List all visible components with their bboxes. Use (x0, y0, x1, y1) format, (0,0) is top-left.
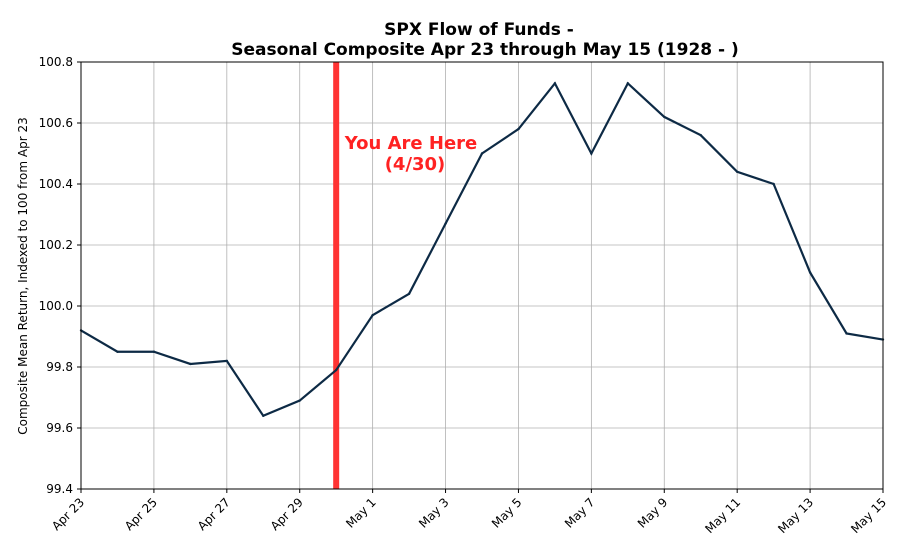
x-tick-label: May 3 (416, 495, 452, 531)
data-point (590, 152, 593, 155)
data-point (444, 222, 447, 225)
x-axis-ticks: Apr 23 Apr 25 Apr 27 Apr 29 May 1 May 3 May 5 M… (49, 489, 889, 536)
data-point (334, 368, 338, 372)
data-point (480, 152, 484, 155)
y-tick-label: 99.8 (46, 360, 73, 374)
y-tick-label: 99.6 (46, 421, 73, 435)
y-axis-ticks: 99.4 99.6 99.8 100.0 100.2 100.4 100.6 100.8 (39, 55, 81, 496)
data-point (699, 134, 702, 137)
x-tick-label: Apr 29 (268, 495, 306, 533)
annotation-line-2: (4/30) (385, 154, 446, 175)
y-tick-label: 99.4 (46, 482, 73, 496)
x-tick-label: May 11 (702, 495, 743, 536)
data-point (663, 115, 666, 119)
chart-title-line-2: Seasonal Composite Apr 23 through May 15… (231, 40, 739, 60)
data-point (152, 350, 156, 353)
data-point (225, 359, 229, 363)
data-point (298, 399, 301, 402)
data-point (262, 414, 265, 417)
data-point (517, 127, 520, 131)
data-point (808, 271, 812, 274)
y-tick-label: 100.6 (39, 116, 73, 130)
x-tick-label: May 5 (489, 495, 525, 531)
series-group (79, 81, 885, 418)
annotation-line-1: You Are Here (344, 133, 477, 154)
y-tick-label: 100.0 (39, 299, 73, 313)
x-tick-label: May 1 (343, 495, 379, 531)
y-tick-label: 100.2 (39, 238, 73, 252)
data-point (116, 350, 119, 353)
series-line (80, 81, 884, 418)
data-point (735, 170, 739, 173)
x-tick-label: Apr 23 (49, 495, 87, 533)
x-tick-label: May 7 (562, 495, 598, 531)
x-tick-label: May 13 (775, 495, 816, 536)
plot-frame (80, 61, 884, 490)
data-point (371, 313, 374, 317)
x-tick-label: Apr 27 (195, 495, 233, 533)
y-tick-label: 100.8 (39, 55, 73, 69)
data-point (407, 292, 411, 295)
chart-title-line-1: SPX Flow of Funds - (384, 20, 574, 40)
x-tick-label: May 15 (848, 495, 889, 536)
x-tick-label: Apr 25 (122, 495, 160, 533)
x-tick-label: May 9 (635, 495, 671, 531)
grid (80, 61, 884, 490)
data-point (772, 182, 775, 186)
data-point (189, 362, 192, 366)
data-point (553, 82, 557, 85)
data-point (845, 332, 848, 335)
y-axis-label: Composite Mean Return, Indexed to 100 fr… (16, 117, 30, 434)
y-tick-label: 100.4 (39, 177, 73, 191)
data-point (626, 82, 630, 85)
